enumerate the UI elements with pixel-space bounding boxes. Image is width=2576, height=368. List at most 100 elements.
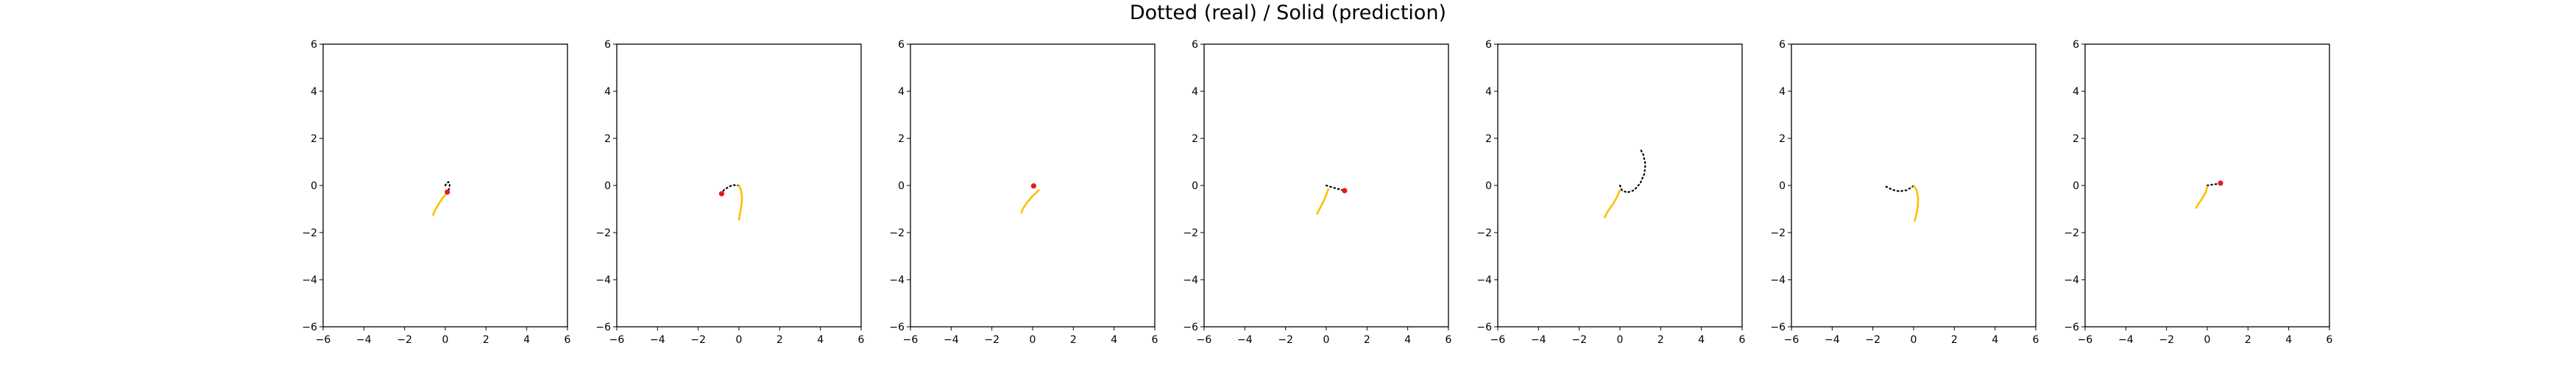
predicted-trajectory-line [1020,189,1040,214]
real-trajectory-line [1618,148,1646,194]
y-tick-label: −6 [1183,322,1198,333]
y-tick-label: 4 [1779,86,1786,98]
y-tick-label: −2 [302,227,317,239]
y-tick-label: −2 [595,227,611,239]
y-tick-label: −6 [2064,322,2079,333]
y-tick-label: 0 [311,180,317,192]
y-tick-label: −2 [1770,227,1786,239]
y-tick-label: −6 [889,322,905,333]
x-tick-label: 0 [1030,334,1036,346]
y-tick-label: −6 [1476,322,1492,333]
y-tick-label: 6 [1779,39,1786,51]
y-tick-label: −4 [1183,275,1198,286]
real-trajectory-line [1885,184,1915,193]
y-tick-label: 6 [1485,39,1492,51]
predicted-trajectory-line [432,191,449,216]
x-tick-label: −4 [944,334,959,346]
x-tick-label: 0 [2204,334,2211,346]
y-tick-label: −6 [302,322,317,333]
position-marker [1030,183,1036,189]
position-marker [718,191,725,197]
y-tick-label: 6 [898,39,905,51]
y-tick-label: 0 [1192,180,1198,192]
x-tick-label: 6 [1152,334,1158,346]
x-tick-label: 2 [483,334,489,346]
x-tick-label: −2 [2159,334,2174,346]
y-tick-label: −6 [1770,322,1786,333]
y-tick-label: −4 [595,275,611,286]
x-tick-label: 4 [817,334,824,346]
real-trajectory-line [1325,184,1346,192]
x-tick-label: 2 [1070,334,1077,346]
x-tick-label: 4 [1992,334,1998,346]
predicted-trajectory-line [1912,184,1919,222]
x-tick-label: 0 [1911,334,1917,346]
x-tick-label: −2 [1571,334,1587,346]
x-tick-label: −6 [2078,334,2093,346]
x-tick-label: −2 [984,334,999,346]
x-tick-label: 0 [1617,334,1624,346]
y-tick-label: 4 [898,86,905,98]
x-tick-label: 4 [1698,334,1705,346]
subplot-6: −6 −4 −2 0 2 4 6 −6 −4 −2 0 2 4 6 [1770,39,2039,346]
y-tick-label: 6 [604,39,611,51]
y-tick-label: 2 [311,133,317,145]
x-tick-label: −6 [1490,334,1506,346]
subplot-7: −6 −4 −2 0 2 4 6 −6 −4 −2 0 2 4 6 [2064,39,2332,346]
figure-title: Dotted (real) / Solid (prediction) [1129,1,1447,24]
predicted-trajectory-line [1316,188,1330,215]
x-tick-label: 4 [1404,334,1411,346]
x-tick-label: −2 [397,334,412,346]
x-tick-label: 6 [1739,334,1746,346]
y-tick-label: 2 [2073,133,2079,145]
y-tick-label: 2 [1779,133,1786,145]
subplot-3: −6 −4 −2 0 2 4 6 −6 −4 −2 0 2 4 6 [889,39,1158,346]
y-tick-label: −4 [302,275,317,286]
x-tick-label: −4 [356,334,372,346]
y-tick-label: 4 [604,86,611,98]
y-tick-label: 2 [604,133,611,145]
y-tick-label: 4 [1192,86,1198,98]
y-tick-label: −2 [889,227,905,239]
y-tick-label: 0 [1779,180,1786,192]
x-tick-label: 0 [1323,334,1330,346]
y-tick-label: 4 [311,86,317,98]
x-tick-label: 6 [1446,334,1452,346]
x-tick-label: −6 [316,334,331,346]
subplot-2: −6 −4 −2 0 2 4 6 −6 −4 −2 0 2 4 6 [595,39,864,346]
y-tick-label: 0 [898,180,905,192]
y-tick-label: −2 [2064,227,2079,239]
y-tick-label: −4 [889,275,905,286]
x-tick-label: 6 [2033,334,2039,346]
position-marker [1342,188,1348,194]
x-tick-label: −6 [609,334,625,346]
x-tick-label: −4 [1531,334,1546,346]
x-tick-label: −4 [1237,334,1253,346]
subplot-1: −6 −4 −2 0 2 4 6 −6 −4 −2 0 2 4 6 [302,39,570,346]
x-tick-label: 0 [736,334,743,346]
x-tick-label: −2 [1278,334,1293,346]
x-tick-label: 2 [776,334,783,346]
x-tick-label: 2 [2245,334,2251,346]
y-tick-label: −6 [595,322,611,333]
x-tick-label: 2 [1364,334,1370,346]
y-tick-label: −4 [1770,275,1786,286]
position-marker [445,189,450,195]
x-tick-label: 2 [1657,334,1664,346]
x-tick-label: −6 [1197,334,1212,346]
y-tick-label: 6 [311,39,317,51]
y-tick-label: −2 [1183,227,1198,239]
y-tick-label: 6 [1192,39,1198,51]
x-tick-label: −4 [2118,334,2134,346]
real-trajectory-line [444,181,451,194]
x-tick-label: 2 [1951,334,1958,346]
predicted-trajectory-line [1604,189,1621,219]
y-tick-label: 0 [1485,180,1492,192]
y-tick-label: −2 [1476,227,1492,239]
y-tick-label: 2 [1485,133,1492,145]
y-tick-label: 4 [1485,86,1492,98]
y-tick-label: −4 [2064,275,2079,286]
x-tick-label: 0 [442,334,449,346]
x-tick-label: −2 [1865,334,1880,346]
